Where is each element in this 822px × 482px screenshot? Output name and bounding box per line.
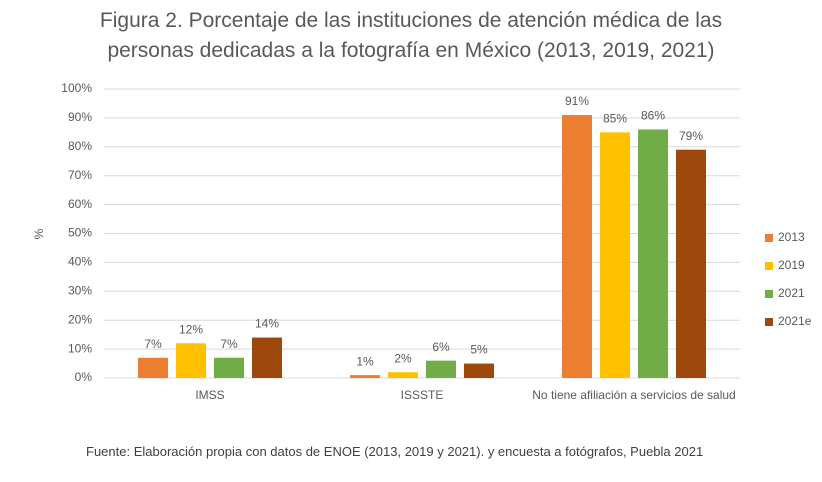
bar [426,360,456,378]
x-tick-label-box: ISSSTE [400,388,444,402]
legend-label: 2013 [778,230,805,244]
legend-swatch [765,234,773,242]
data-label: 7% [220,337,238,351]
y-tick-label: 100% [61,81,92,95]
y-tick-label: 40% [68,255,92,269]
data-label: 1% [356,354,374,368]
data-label: 91% [565,94,589,108]
data-label: 14% [255,317,279,331]
y-tick-label: 0% [75,370,93,384]
bar [350,375,380,378]
x-tick-label: IMSS [195,388,225,402]
y-tick-label: 50% [68,226,92,240]
y-tick-label: 30% [68,283,92,297]
bar [562,115,592,378]
x-tick-label: No tiene afiliación a servicios de salud [532,388,736,402]
data-label: 7% [144,337,162,351]
y-tick-label: 90% [68,110,92,124]
bar [214,357,244,378]
legend-label: 2021e [778,314,812,328]
x-tick-label: ISSSTE [400,388,444,402]
data-label: 12% [179,322,203,336]
chart-title: Figura 2. Porcentaje de las institucione… [99,9,723,62]
bar [676,149,706,378]
legend-swatch [765,290,773,298]
bar [600,132,630,378]
bar [138,357,168,378]
y-tick-label: 60% [68,197,92,211]
bar [388,372,418,378]
legend-label: 2019 [778,258,805,272]
y-axis-label: % [32,228,46,239]
data-label: 85% [603,112,627,126]
data-label: 2% [394,351,412,365]
y-tick-label: 10% [68,341,92,355]
data-label: 79% [679,129,703,143]
legend-swatch [765,262,773,270]
x-tick-label-box: No tiene afiliación a servicios de salud [532,388,736,402]
x-tick-label-box: IMSS [195,388,225,402]
data-label: 5% [470,343,488,357]
legend-label: 2021 [778,286,805,300]
y-tick-label: 80% [68,139,92,153]
bar [252,337,282,378]
data-label: 86% [641,109,665,123]
y-tick-label: 20% [68,312,92,326]
data-label: 6% [432,340,450,354]
bar [464,363,494,378]
bar [176,343,206,378]
bar [638,129,668,378]
y-tick-label: 70% [68,168,92,182]
source-note: Fuente: Elaboración propia con datos de … [86,444,704,459]
chart: % 0% 10% 20% 30% 40% 50% 60% 70% 80% 90% 100% IMSS 7… [32,81,812,402]
legend-swatch [765,318,773,326]
